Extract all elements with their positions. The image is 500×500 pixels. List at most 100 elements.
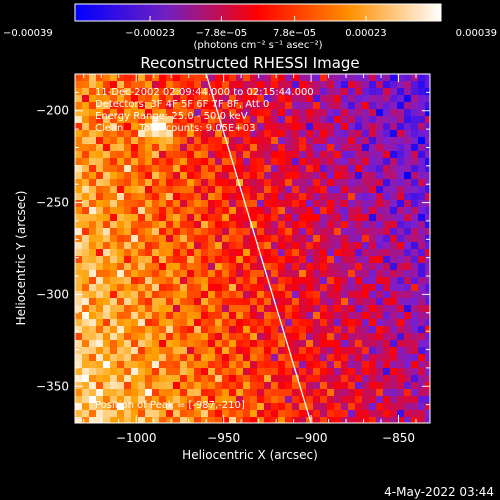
heatmap-cell (320, 249, 327, 256)
heatmap-cell (271, 312, 278, 319)
heatmap-cell (152, 319, 159, 326)
heatmap-cell (145, 340, 152, 347)
heatmap-cell (348, 74, 355, 81)
heatmap-cell (397, 95, 404, 102)
heatmap-cell (173, 375, 180, 382)
heatmap-cell (208, 74, 215, 81)
colorbar-tick-label: 0.00023 (345, 28, 386, 39)
heatmap-cell (362, 102, 369, 109)
heatmap-cell (96, 382, 103, 389)
heatmap-cell (187, 193, 194, 200)
heatmap-cell (89, 298, 96, 305)
heatmap-cell (264, 347, 271, 354)
heatmap-cell (145, 158, 152, 165)
heatmap-cell (124, 235, 131, 242)
heatmap-cell (215, 123, 222, 130)
heatmap-cell (117, 74, 124, 81)
heatmap-cell (383, 158, 390, 165)
heatmap-cell (397, 207, 404, 214)
heatmap-cell (138, 221, 145, 228)
heatmap-cell (243, 74, 250, 81)
heatmap-cell (201, 375, 208, 382)
heatmap-cell (96, 256, 103, 263)
heatmap-cell (376, 158, 383, 165)
heatmap-cell (397, 270, 404, 277)
heatmap-cell (348, 312, 355, 319)
heatmap-cell (194, 249, 201, 256)
heatmap-cell (166, 382, 173, 389)
heatmap-cell (82, 116, 89, 123)
heatmap-cell (103, 130, 110, 137)
heatmap-cell (411, 116, 418, 123)
heatmap-cell (159, 298, 166, 305)
heatmap-cell (285, 354, 292, 361)
heatmap-cell (418, 333, 425, 340)
heatmap-cell (187, 123, 194, 130)
heatmap-cell (390, 165, 397, 172)
heatmap-cell (285, 165, 292, 172)
heatmap-cell (320, 361, 327, 368)
heatmap-cell (173, 417, 180, 423)
heatmap-cell (376, 270, 383, 277)
heatmap-cell (299, 81, 306, 88)
heatmap-cell (285, 172, 292, 179)
heatmap-cell (131, 410, 138, 417)
heatmap-cell (103, 256, 110, 263)
heatmap-cell (257, 221, 264, 228)
heatmap-cell (327, 396, 334, 403)
heatmap-cell (117, 298, 124, 305)
heatmap-cell (334, 354, 341, 361)
heatmap-cell (187, 137, 194, 144)
heatmap-cell (341, 291, 348, 298)
heatmap-cell (159, 389, 166, 396)
heatmap-cell (306, 256, 313, 263)
heatmap-cell (243, 207, 250, 214)
heatmap-cell (355, 158, 362, 165)
heatmap-cell (187, 179, 194, 186)
heatmap-cell (362, 305, 369, 312)
heatmap-cell (222, 326, 229, 333)
heatmap-cell (243, 88, 250, 95)
heatmap-cell (110, 375, 117, 382)
heatmap-cell (334, 123, 341, 130)
heatmap-cell (292, 403, 299, 410)
heatmap-cell (145, 270, 152, 277)
heatmap-cell (250, 284, 257, 291)
heatmap-cell (404, 403, 411, 410)
heatmap-cell (348, 382, 355, 389)
heatmap-cell (173, 165, 180, 172)
heatmap-cell (173, 228, 180, 235)
heatmap-cell (411, 305, 418, 312)
heatmap-cell (320, 193, 327, 200)
heatmap-cell (411, 361, 418, 368)
heatmap-cell (257, 298, 264, 305)
heatmap-cell (215, 179, 222, 186)
heatmap-cell (369, 347, 376, 354)
heatmap-cell (306, 277, 313, 284)
heatmap-cell (397, 186, 404, 193)
heatmap-cell (369, 81, 376, 88)
heatmap-cell (390, 333, 397, 340)
heatmap-cell (390, 88, 397, 95)
heatmap-cell (152, 333, 159, 340)
heatmap-cell (299, 277, 306, 284)
heatmap-cell (215, 81, 222, 88)
heatmap-cell (390, 270, 397, 277)
heatmap-cell (103, 361, 110, 368)
heatmap-cell (82, 277, 89, 284)
heatmap-cell (222, 319, 229, 326)
heatmap-cell (131, 396, 138, 403)
heatmap-cell (96, 326, 103, 333)
heatmap-cell (131, 81, 138, 88)
heatmap-cell (243, 368, 250, 375)
heatmap-cell (243, 403, 250, 410)
heatmap-cell (89, 179, 96, 186)
heatmap-cell (383, 151, 390, 158)
heatmap-cell (264, 410, 271, 417)
heatmap-cell (355, 102, 362, 109)
heatmap-cell (201, 333, 208, 340)
heatmap-cell (194, 74, 201, 81)
heatmap-cell (180, 291, 187, 298)
heatmap-cell (320, 165, 327, 172)
heatmap-cell (166, 165, 173, 172)
